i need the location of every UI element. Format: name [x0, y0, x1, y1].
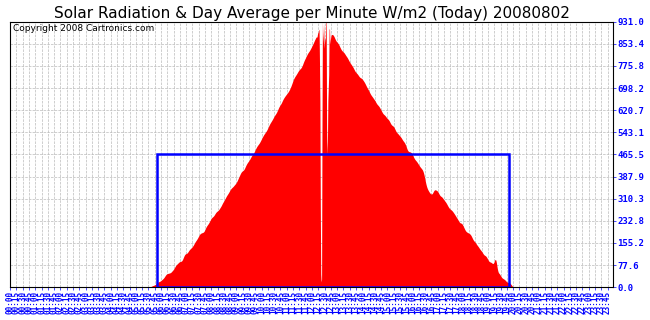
Text: Copyright 2008 Cartronics.com: Copyright 2008 Cartronics.com	[13, 24, 154, 33]
Title: Solar Radiation & Day Average per Minute W/m2 (Today) 20080802: Solar Radiation & Day Average per Minute…	[54, 5, 569, 20]
Bar	[157, 155, 510, 287]
